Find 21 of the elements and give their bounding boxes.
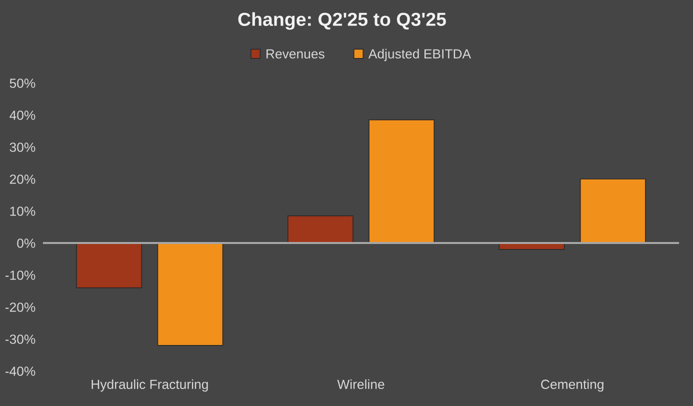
- bar: [76, 242, 142, 288]
- bar: [580, 178, 646, 244]
- y-tick-label: 10%: [10, 206, 36, 216]
- y-tick-label: 0%: [17, 238, 36, 248]
- y-tick-label: 40%: [10, 110, 36, 120]
- y-tick-label: -40%: [5, 366, 36, 376]
- chart-title: Change: Q2'25 to Q3'25: [238, 12, 446, 30]
- legend-label: Adjusted EBITDA: [368, 48, 472, 62]
- x-tick-label: Wireline: [337, 379, 384, 390]
- y-tick-label: -10%: [5, 270, 36, 280]
- bar: [368, 119, 435, 244]
- legend-label: Revenues: [266, 49, 324, 59]
- x-tick-label: Cementing: [541, 379, 604, 392]
- y-tick-label: 20%: [10, 174, 36, 184]
- x-tick-label: Hydraulic Fracturing: [92, 379, 208, 392]
- bar: [157, 242, 224, 346]
- y-tick-label: 50%: [10, 78, 36, 88]
- y-tick-label: -20%: [5, 302, 36, 312]
- bar: [287, 215, 354, 244]
- y-tick-label: 30%: [10, 142, 36, 152]
- y-tick-label: -30%: [5, 334, 36, 344]
